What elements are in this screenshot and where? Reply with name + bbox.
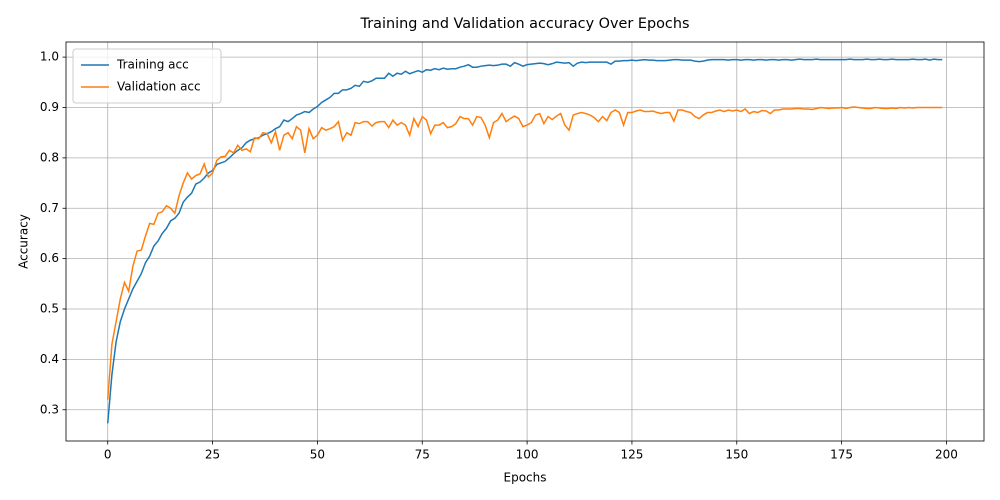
y-axis-label: Accuracy: [17, 214, 31, 269]
chart-title: Training and Validation accuracy Over Ep…: [360, 16, 690, 32]
x-tick-label: 150: [725, 448, 748, 462]
x-tick-label: 200: [935, 448, 958, 462]
x-tick-label: 75: [415, 448, 430, 462]
x-tick-label: 25: [205, 448, 220, 462]
x-tick-label: 125: [620, 448, 643, 462]
x-axis-label: Epochs: [504, 471, 547, 485]
legend-box: [72, 48, 222, 104]
x-tick-label: 175: [830, 448, 853, 462]
legend-label: Validation acc: [117, 80, 201, 94]
axes-frame: [65, 41, 985, 442]
y-tick-label: 0.4: [40, 352, 59, 366]
y-tick-label: 0.3: [40, 402, 59, 416]
y-tick-label: 0.8: [40, 150, 59, 164]
y-tick-label: 0.7: [40, 201, 59, 215]
y-tick-label: 0.5: [40, 302, 59, 316]
x-tick-label: 0: [104, 448, 112, 462]
series-line: [106, 58, 943, 424]
y-tick-label: 0.9: [40, 100, 59, 114]
series-line: [106, 106, 943, 400]
y-tick-label: 0.6: [40, 251, 59, 265]
x-tick-label: 100: [516, 448, 539, 462]
x-tick-label: 50: [310, 448, 325, 462]
y-tick-label: 1.0: [40, 50, 59, 64]
legend-label: Training acc: [116, 58, 189, 72]
